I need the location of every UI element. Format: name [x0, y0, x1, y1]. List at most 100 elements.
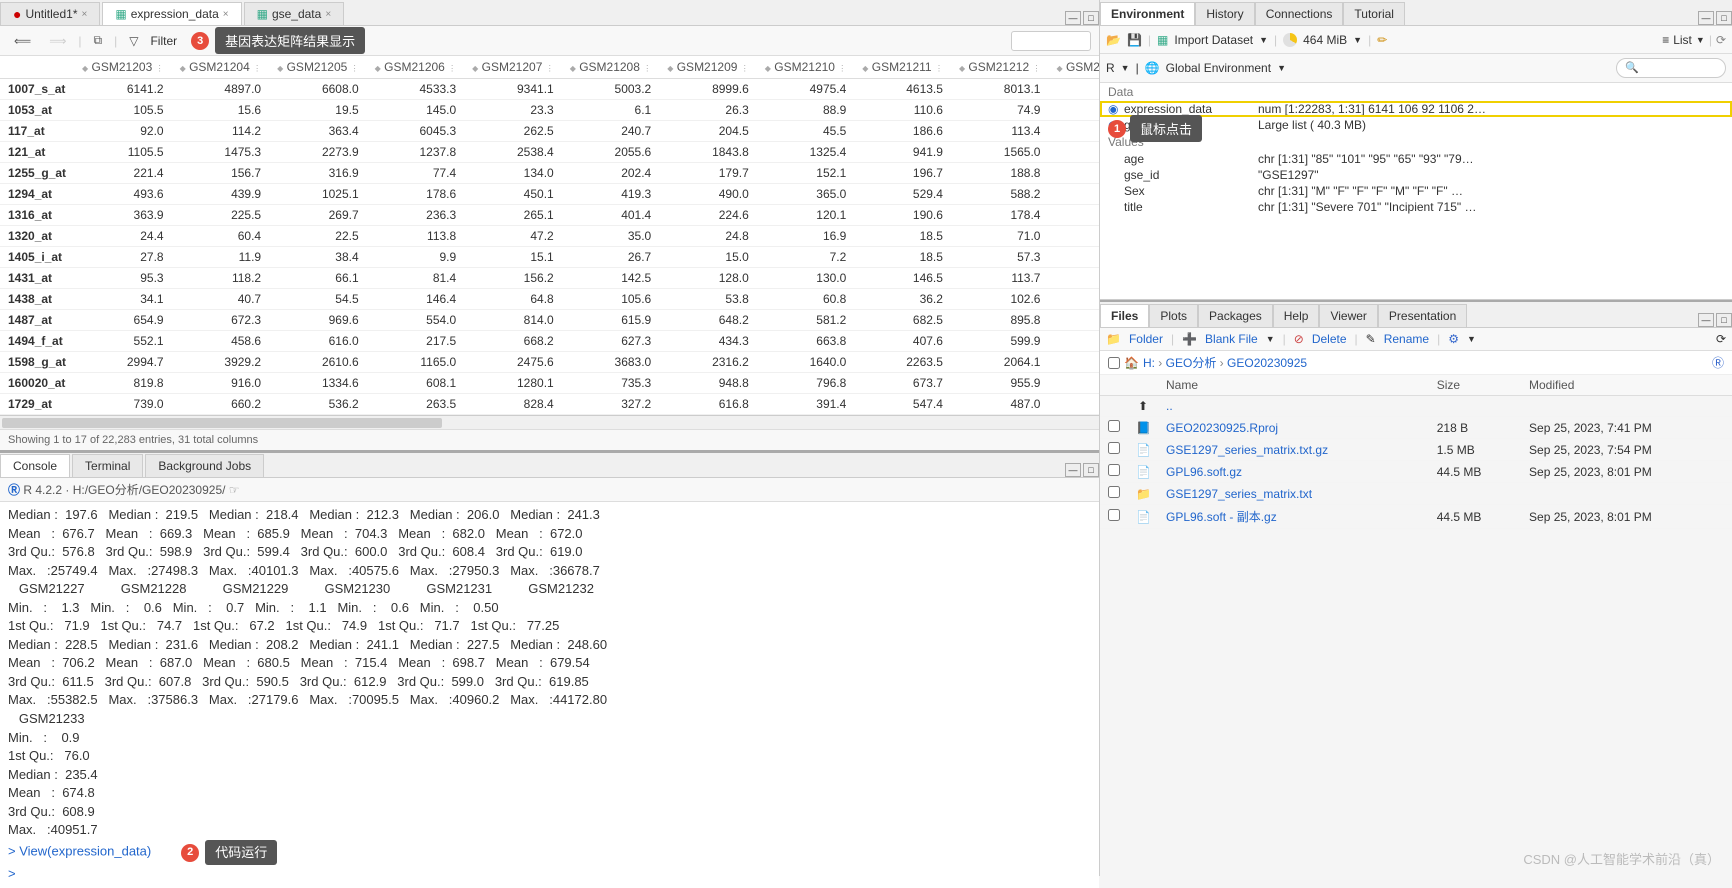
col-size[interactable]: Size	[1429, 375, 1521, 396]
table-row[interactable]: 1320_at24.460.422.5113.847.235.024.816.9…	[0, 226, 1099, 247]
chevron-icon[interactable]: ☞	[229, 483, 240, 497]
table-row[interactable]: 1316_at363.9225.5269.7236.3265.1401.4224…	[0, 205, 1099, 226]
column-header[interactable]: ◆ GSM21207 ⋮	[464, 56, 562, 79]
column-header[interactable]: ◆ GSM21208 ⋮	[562, 56, 660, 79]
expand-icon[interactable]: ◉	[1108, 102, 1120, 116]
maximize-button[interactable]: □	[1083, 463, 1099, 477]
breadcrumb-segment[interactable]: GEO20230925	[1227, 356, 1307, 370]
table-row[interactable]: 1255_g_at221.4156.7316.977.4134.0202.417…	[0, 163, 1099, 184]
minimize-button[interactable]: —	[1698, 11, 1714, 25]
column-header[interactable]: ◆ GSM21206 ⋮	[367, 56, 465, 79]
column-header[interactable]: ◆ GSM21209 ⋮	[659, 56, 757, 79]
minimize-button[interactable]: —	[1065, 11, 1081, 25]
table-row[interactable]: 160020_at819.8916.01334.6608.11280.1735.…	[0, 373, 1099, 394]
env-item[interactable]: Sexchr [1:31] "M" "F" "F" "F" "M" "F" "F…	[1100, 183, 1732, 199]
memory-label[interactable]: 464 MiB	[1303, 33, 1347, 47]
env-tab[interactable]: Tutorial	[1343, 2, 1405, 25]
filter-label[interactable]: Filter	[150, 34, 177, 48]
env-search-input[interactable]	[1616, 58, 1726, 78]
horizontal-scrollbar[interactable]	[0, 415, 1099, 429]
data-viewer[interactable]: ◆ GSM21203 ⋮◆ GSM21204 ⋮◆ GSM21205 ⋮◆ GS…	[0, 56, 1099, 415]
select-all-checkbox[interactable]	[1108, 357, 1120, 369]
console-output[interactable]: Median : 197.6 Median : 219.5 Median : 2…	[0, 502, 1099, 888]
import-dataset-dropdown[interactable]: Import Dataset	[1174, 33, 1253, 47]
file-row[interactable]: ⬆..	[1100, 396, 1732, 417]
column-header[interactable]: ◆ GSM21211 ⋮	[854, 56, 951, 79]
breadcrumb-segment[interactable]: GEO分析	[1166, 356, 1217, 370]
list-dropdown[interactable]: List	[1673, 33, 1692, 47]
maximize-button[interactable]: □	[1716, 313, 1732, 327]
source-tab[interactable]: ▦ gse_data ×	[244, 2, 345, 25]
table-row[interactable]: 1438_at34.140.754.5146.464.8105.653.860.…	[0, 289, 1099, 310]
import-icon[interactable]: ▦	[1157, 33, 1168, 47]
file-checkbox[interactable]	[1108, 509, 1120, 521]
maximize-button[interactable]: □	[1716, 11, 1732, 25]
file-checkbox[interactable]	[1108, 420, 1120, 432]
table-row[interactable]: 1487_at654.9672.3969.6554.0814.0615.9648…	[0, 310, 1099, 331]
env-item[interactable]: gse_id"GSE1297"	[1100, 167, 1732, 183]
console-tab[interactable]: Console	[0, 454, 70, 477]
close-icon[interactable]: ×	[82, 9, 88, 20]
col-modified[interactable]: Modified	[1521, 375, 1732, 396]
env-item[interactable]: titlechr [1:31] "Severe 701" "Incipient …	[1100, 199, 1732, 215]
gear-icon[interactable]: ⚙	[1448, 332, 1459, 346]
table-row[interactable]: 1007_s_at6141.24897.06608.04533.39341.15…	[0, 79, 1099, 100]
column-header[interactable]: ◆ GSM21204 ⋮	[172, 56, 270, 79]
file-row[interactable]: 📁GSE1297_series_matrix.txt	[1100, 483, 1732, 505]
table-row[interactable]: 121_at1105.51475.32273.91237.82538.42055…	[0, 142, 1099, 163]
popup-icon[interactable]: ⧉	[88, 31, 109, 50]
load-icon[interactable]: 📂	[1106, 33, 1121, 47]
column-header[interactable]: ◆ GSM21205 ⋮	[269, 56, 367, 79]
table-row[interactable]: 117_at92.0114.2363.46045.3262.5240.7204.…	[0, 121, 1099, 142]
file-checkbox[interactable]	[1108, 464, 1120, 476]
file-row[interactable]: 📄GSE1297_series_matrix.txt.gz1.5 MBSep 2…	[1100, 439, 1732, 461]
close-icon[interactable]: ×	[223, 9, 229, 20]
env-tab[interactable]: Connections	[1255, 2, 1344, 25]
env-tab[interactable]: Environment	[1100, 2, 1195, 25]
delete-icon[interactable]: ⊘	[1294, 332, 1304, 346]
table-row[interactable]: 1431_at95.3118.266.181.4156.2142.5128.01…	[0, 268, 1099, 289]
column-header[interactable]: ◆ GSM21203 ⋮	[74, 56, 172, 79]
files-tab[interactable]: Help	[1273, 304, 1320, 327]
file-row[interactable]: 📄GPL96.soft - 副本.gz44.5 MBSep 25, 2023, …	[1100, 505, 1732, 529]
lang-dropdown[interactable]: R	[1106, 61, 1115, 75]
files-tab[interactable]: Plots	[1149, 304, 1198, 327]
maximize-button[interactable]: □	[1083, 11, 1099, 25]
file-checkbox[interactable]	[1108, 442, 1120, 454]
file-checkbox[interactable]	[1108, 486, 1120, 498]
env-tab[interactable]: History	[1195, 2, 1254, 25]
close-icon[interactable]: ×	[325, 9, 331, 20]
col-name[interactable]: Name	[1158, 375, 1429, 396]
refresh-icon[interactable]: ⟳	[1716, 332, 1726, 346]
files-tab[interactable]: Presentation	[1378, 304, 1467, 327]
env-scope-dropdown[interactable]: Global Environment	[1166, 61, 1271, 75]
home-icon[interactable]: 🏠	[1124, 356, 1139, 370]
back-icon[interactable]: ⟸	[8, 32, 37, 50]
breadcrumb-segment[interactable]: H:	[1143, 356, 1155, 370]
column-header[interactable]: ◆ GSM21212 ⋮	[951, 56, 1049, 79]
forward-icon[interactable]: ⟹	[43, 32, 72, 50]
table-row[interactable]: 1053_at105.515.619.5145.023.36.126.388.9…	[0, 100, 1099, 121]
console-tab[interactable]: Background Jobs	[145, 454, 264, 477]
source-tab[interactable]: ● Untitled1* ×	[0, 2, 100, 25]
save-icon[interactable]: 💾	[1127, 33, 1142, 47]
column-header[interactable]: ◆ GSM21213 ⋮	[1048, 56, 1099, 79]
table-row[interactable]: 1405_i_at27.811.938.49.915.126.715.07.21…	[0, 247, 1099, 268]
blank-file-icon[interactable]: ➕	[1182, 332, 1197, 346]
broom-icon[interactable]: ✏	[1377, 33, 1387, 47]
files-tab[interactable]: Viewer	[1319, 304, 1377, 327]
minimize-button[interactable]: —	[1698, 313, 1714, 327]
table-row[interactable]: 1494_f_at552.1458.6616.0217.5668.2627.34…	[0, 331, 1099, 352]
table-row[interactable]: 1294_at493.6439.91025.1178.6450.1419.349…	[0, 184, 1099, 205]
filter-icon[interactable]: ▽	[123, 32, 144, 50]
files-tab[interactable]: Packages	[1198, 304, 1273, 327]
refresh-icon[interactable]: ⟳	[1716, 33, 1726, 47]
file-row[interactable]: 📄GPL96.soft.gz44.5 MBSep 25, 2023, 8:01 …	[1100, 461, 1732, 483]
env-item[interactable]: agechr [1:31] "85" "101" "95" "65" "93" …	[1100, 151, 1732, 167]
source-tab[interactable]: ▦ expression_data ×	[102, 2, 241, 25]
new-folder-icon[interactable]: 📁	[1106, 332, 1121, 346]
column-header[interactable]: ◆ GSM21210 ⋮	[757, 56, 855, 79]
files-tab[interactable]: Files	[1100, 304, 1149, 327]
minimize-button[interactable]: —	[1065, 463, 1081, 477]
table-row[interactable]: 1598_g_at2994.73929.22610.61165.02475.63…	[0, 352, 1099, 373]
